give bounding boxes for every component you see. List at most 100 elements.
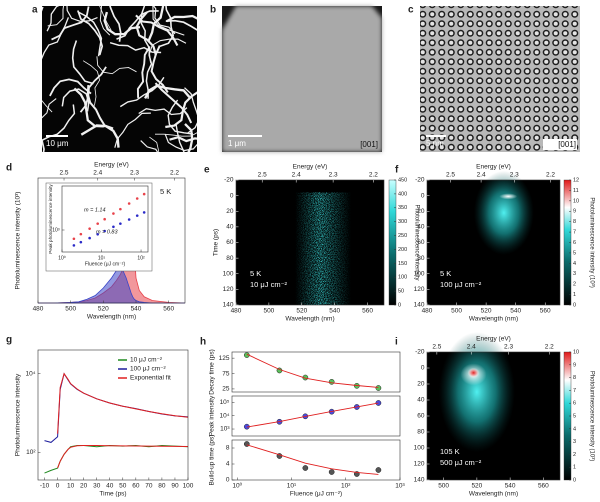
scale-label: 5 nm [426,139,444,148]
colorbar-tick-label: 1 [573,465,576,471]
colorbar-tick-label: 250 [398,233,407,239]
point [142,211,146,214]
x2-tick-label: 2.2 [545,344,554,351]
x-tick-label: 520 [481,308,492,315]
colorbar-tick-label: 5 [573,413,576,419]
y-tick-label: -20 [415,349,425,356]
colorbar-tick-label: 1 [573,292,576,298]
x-axis-label: Wavelength (nm) [469,316,518,323]
point [375,400,382,406]
crack-network [42,6,197,152]
x2-tick-label: 2.4 [467,344,476,351]
crack [99,6,112,31]
y-tick-label: 10⁵ [220,399,230,406]
colorbar-tick-label: 7 [573,388,576,394]
panel-label: b [210,5,216,16]
x2-tick-label: 2.2 [170,170,179,177]
colorbar-tick-label: 0 [573,302,576,308]
x2-axis-label: Energy (eV) [293,164,328,171]
x2-tick-label: 2.4 [93,170,102,177]
x-tick-label: 10¹ [98,255,106,261]
crack [71,40,94,85]
colorbar-tick-label: 7 [573,230,576,236]
y-tick-label: 140 [414,302,425,309]
y-tick-label: -20 [224,177,234,184]
y-tick-label: 140 [414,477,425,484]
x-tick-label: 40 [106,483,114,490]
x-tick-label: 480 [33,306,44,313]
y-tick-label: 125 [219,355,230,362]
x2-tick-label: 2.5 [432,344,441,351]
plot-frame [231,439,401,481]
colorbar-tick-label: 4 [573,261,576,267]
panel-label: i [395,337,398,348]
y-tick-label: 120 [414,461,425,468]
colorbar-tick-label: 3 [573,271,576,277]
x-axis-label: Wavelength (nm) [87,314,136,321]
x-tick-label: 70 [145,483,153,490]
x2-axis-label: Energy (eV) [94,162,129,169]
y-tick-label: 80 [226,255,234,262]
y-axis-label: Photoluminescence intensity [15,373,22,456]
panel-label: f [395,165,399,176]
x-axis-label: Wavelength (nm) [285,316,334,323]
point [103,217,106,221]
y-tick-label: 0 [230,192,234,199]
y-tick-label: 40 [417,397,425,404]
heatmap-band [295,192,352,305]
y-tick-label: 10⁴ [25,370,35,377]
y-tick-label: 10² [26,449,36,456]
x-tick-label: 30 [93,483,101,490]
y-tick-label: 60 [417,239,425,246]
crack [140,6,150,49]
point [302,465,309,471]
y-tick-label: 120 [223,286,234,293]
point [135,214,139,217]
y-tick-label: 0 [226,477,230,484]
plot-frame [37,177,186,304]
x-tick-label: 60 [132,483,140,490]
fit-line [246,444,379,475]
point [79,240,83,244]
y-tick-label: 75 [222,370,230,377]
heatmap-core [499,193,518,200]
panel-label: g [6,335,12,346]
y-tick-label: 20 [226,208,234,215]
y-tick-label: 60 [226,239,234,246]
colorbar-label: Photoluminescence intensity (10³) [588,197,594,287]
point [88,236,91,240]
y-tick-label: -20 [415,177,425,184]
colorbar-tick-label: 200 [398,247,407,253]
x-tick-label: 480 [422,308,433,315]
point [119,222,122,225]
crack [42,100,53,113]
y-tick-label: 100 [223,270,234,277]
crack [155,132,197,137]
colorbar-tick-label: 6 [573,401,576,407]
y-tick-label: 10³ [52,227,60,233]
crack [109,6,122,42]
panel-label: c [408,5,414,16]
point [328,469,335,475]
x-tick-label: 520 [98,306,109,313]
fit-line [246,353,379,388]
colorbar-tick-label: 10 [573,198,579,204]
x2-tick-label: 2.5 [446,172,455,179]
crack [46,6,60,32]
colorbar-tick-label: 9 [573,209,576,215]
crack [149,136,160,152]
colorbar-tick-label: 3 [573,439,576,445]
crack [147,6,165,42]
x-tick-label: 10² [137,255,145,261]
colorbar-tick-label: 11 [573,188,579,194]
point [88,227,91,230]
legend-label: 10 μJ cm⁻² [130,357,163,364]
y-tick-label: 100 [414,445,425,452]
colorbar-tick-label: 150 [398,261,407,267]
x-tick-label: 500 [263,308,274,315]
crack [103,11,141,36]
trace [57,445,189,469]
annotation: 10 μJ cm⁻² [250,280,288,289]
x-tick-label: 10⁰ [58,255,66,261]
crack [116,10,159,40]
